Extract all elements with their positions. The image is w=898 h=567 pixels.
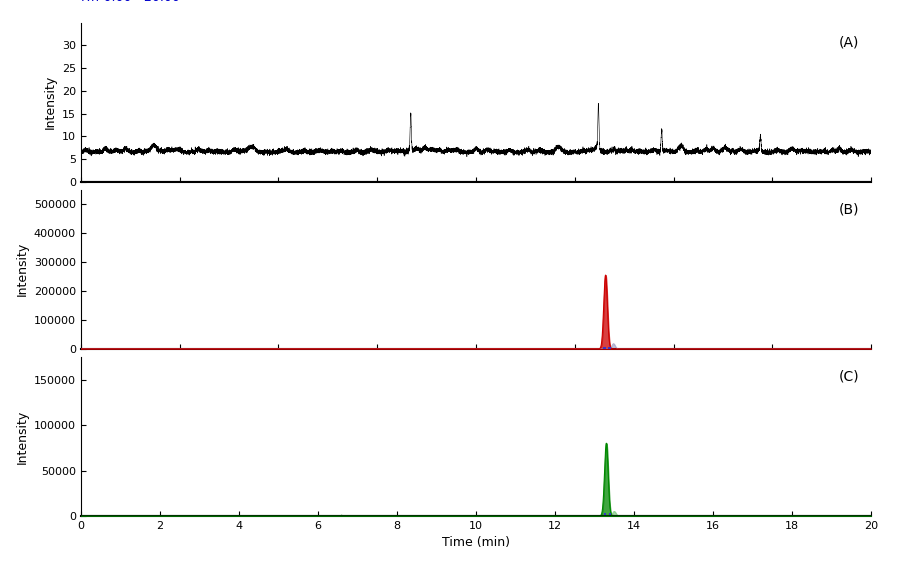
Bar [609,513,612,516]
Text: (A): (A) [839,35,859,49]
Text: RT: 0.00 - 20.00: RT: 0.00 - 20.00 [81,0,180,3]
Bar [603,346,605,349]
Y-axis label: Intensity: Intensity [15,409,29,464]
Bar [604,513,606,516]
Y-axis label: Intensity: Intensity [43,75,57,129]
Bar [608,346,611,349]
Y-axis label: Intensity: Intensity [15,242,28,297]
Text: (C): (C) [839,370,859,383]
X-axis label: Time (min): Time (min) [442,536,510,549]
Text: (B): (B) [839,202,859,217]
